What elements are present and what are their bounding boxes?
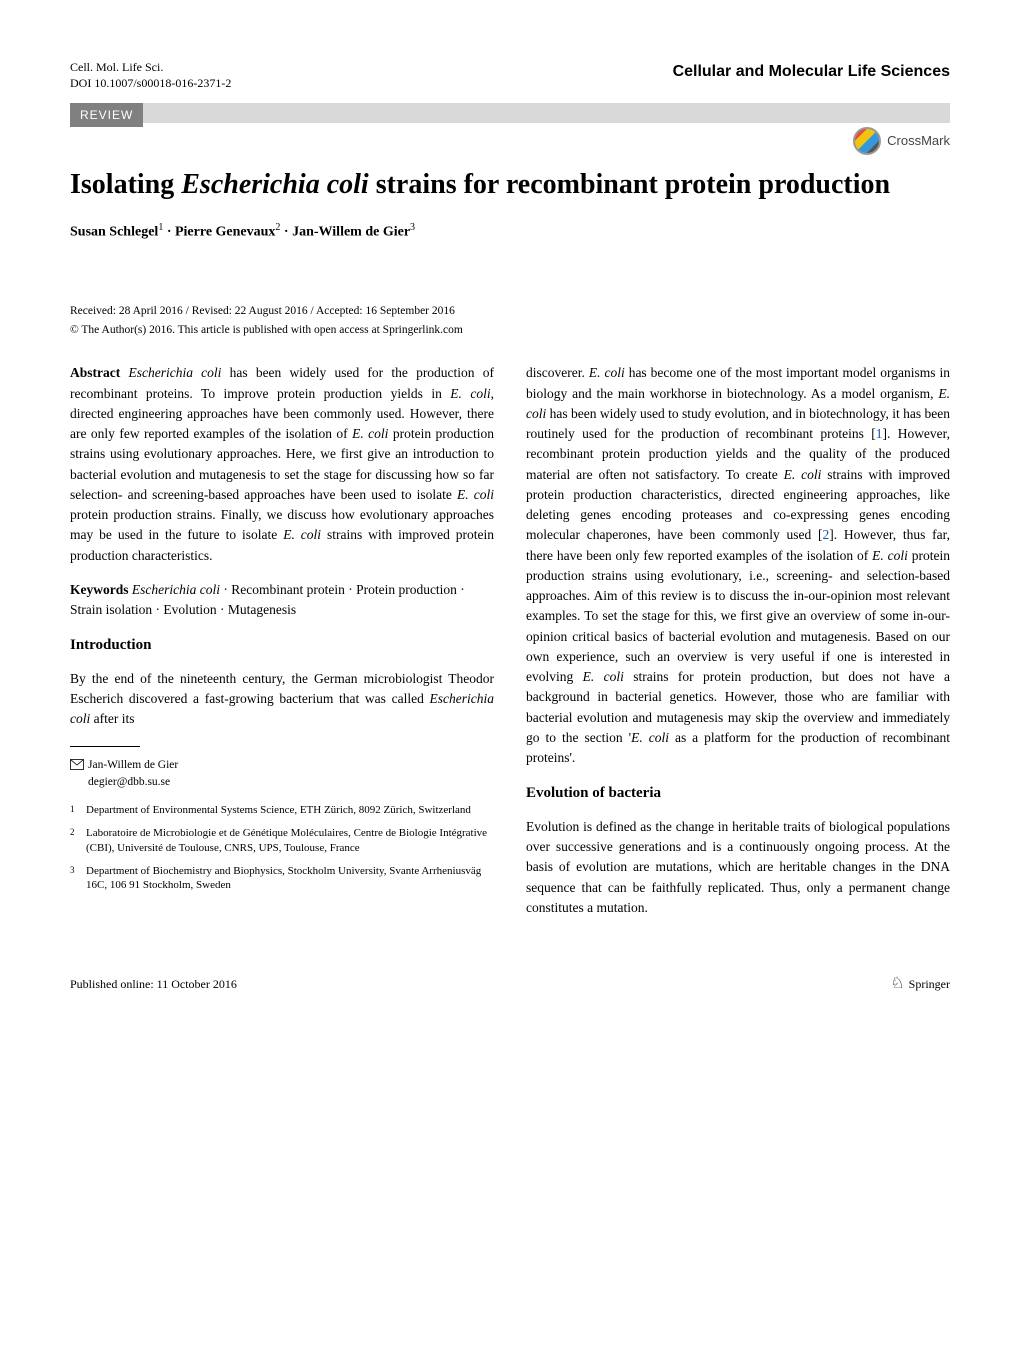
author-3: Jan-Willem de Gier [292,225,410,240]
publisher-text: Springer [909,975,950,993]
corresp-email: degier@dbb.su.se [88,774,494,791]
publisher-logo: ♘ Springer [890,972,950,996]
abstract-italic4: E. coli [457,487,494,502]
dates-line: Received: 28 April 2016 / Revised: 22 Au… [70,303,950,320]
crossmark-text: CrossMark [887,131,950,151]
review-stripe-row: REVIEW [70,103,950,127]
springer-icon: ♘ [890,972,904,996]
intro-p2-i6: E. coli [631,730,669,745]
corresp-name: Jan-Willem de Gier [88,757,494,774]
footer-row: Published online: 11 October 2016 ♘ Spri… [70,972,950,996]
affiliation-1: 1 Department of Environmental Systems Sc… [70,803,494,818]
title-italic: Escherichia coli [181,169,368,200]
evolution-p: Evolution is defined as the change in he… [526,817,950,918]
author-2: Pierre Genevaux [175,225,275,240]
authors-line: Susan Schlegel1 · Pierre Genevaux2 · Jan… [70,220,950,243]
mail-icon [70,759,84,776]
abstract-italic5: E. coli [283,527,321,542]
author-1: Susan Schlegel [70,225,158,240]
doi: DOI 10.1007/s00018-016-2371-2 [70,76,231,92]
abstract-italic3: E. coli [352,426,388,441]
keywords-paragraph: Keywords Escherichia coli · Recombinant … [70,580,494,621]
affil-2-text: Laboratoire de Microbiologie et de Génét… [86,827,487,854]
intro-p1-b: after its [90,711,134,726]
abstract-paragraph: Abstract Escherichia coli has been widel… [70,363,494,566]
author-3-sup: 3 [410,222,415,233]
intro-p2-i5: E. coli [583,669,624,684]
intro-p2-g: protein production strains using evoluti… [526,548,950,685]
keywords-label: Keywords [70,582,129,597]
title-part1: Isolating [70,169,181,200]
crossmark-badge[interactable]: CrossMark [853,127,950,155]
affiliation-3: 3 Department of Biochemistry and Biophys… [70,864,494,894]
evolution-heading: Evolution of bacteria [526,782,950,805]
left-column: Abstract Escherichia coli has been widel… [70,363,494,932]
affil-3-text: Department of Biochemistry and Biophysic… [86,865,481,892]
keywords-italic1: Escherichia coli [132,582,220,597]
journal-abbrev: Cell. Mol. Life Sci. [70,60,231,76]
intro-p2: discoverer. E. coli has become one of th… [526,363,950,768]
dot2: · [280,225,292,240]
two-column-body: Abstract Escherichia coli has been widel… [70,363,950,932]
intro-p2-i1: E. coli [589,365,625,380]
review-band: REVIEW [70,103,950,127]
dot1: · [163,225,175,240]
header-row: Cell. Mol. Life Sci. DOI 10.1007/s00018-… [70,60,950,91]
journal-info-left: Cell. Mol. Life Sci. DOI 10.1007/s00018-… [70,60,231,91]
affiliation-2: 2 Laboratoire de Microbiologie et de Gén… [70,826,494,856]
crossmark-icon [853,127,881,155]
title-part2: strains for recombinant protein producti… [369,169,890,200]
affil-1-text: Department of Environmental Systems Scie… [86,804,471,816]
affil-2-num: 2 [70,826,75,838]
intro-p2-i3: E. coli [784,467,822,482]
keywords-rest: · Recombinant protein · Protein producti… [70,582,465,617]
corresponding-author: Jan-Willem de Gier degier@dbb.su.se [70,757,494,792]
footnote-divider [70,746,140,747]
published-online: Published online: 11 October 2016 [70,975,237,993]
journal-full-name: Cellular and Molecular Life Sciences [673,60,950,84]
abstract-italic2: E. coli [450,386,490,401]
intro-p1: By the end of the nineteenth century, th… [70,669,494,730]
right-column: discoverer. E. coli has become one of th… [526,363,950,932]
affil-3-num: 3 [70,864,75,876]
section-label: REVIEW [70,103,143,127]
intro-p2-a: discoverer. [526,365,589,380]
article-title: Isolating Escherichia coli strains for r… [70,167,950,202]
abstract-label: Abstract [70,365,120,380]
introduction-heading: Introduction [70,634,494,657]
copyright-line: © The Author(s) 2016. This article is pu… [70,322,950,339]
review-stripe [143,103,950,123]
abstract-italic1: Escherichia coli [128,365,221,380]
affil-1-num: 1 [70,803,75,815]
intro-p2-i4: E. coli [872,548,908,563]
